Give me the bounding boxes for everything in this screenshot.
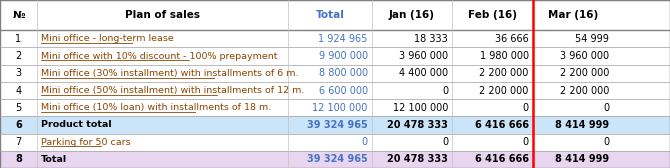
Text: Mini office - long-term lease: Mini office - long-term lease (41, 34, 174, 43)
Text: Jan (16): Jan (16) (389, 10, 435, 20)
Text: 39 324 965: 39 324 965 (307, 154, 368, 164)
Text: Plan of sales: Plan of sales (125, 10, 200, 20)
Text: №: № (12, 10, 25, 20)
Text: 6: 6 (15, 120, 22, 130)
Text: 0: 0 (523, 137, 529, 147)
Text: 8 800 000: 8 800 000 (319, 68, 368, 78)
Text: 18 333: 18 333 (415, 34, 448, 44)
Text: 2 200 000: 2 200 000 (559, 86, 609, 96)
Bar (0, 151, 670, 168)
Text: 1: 1 (15, 34, 21, 44)
Text: 0: 0 (442, 86, 448, 96)
Text: 12 100 000: 12 100 000 (393, 103, 448, 113)
Text: 5: 5 (15, 103, 21, 113)
Text: 2: 2 (15, 51, 21, 61)
Text: 20 478 333: 20 478 333 (387, 120, 448, 130)
Text: Mini office (50% installment) with installments of 12 m.: Mini office (50% installment) with insta… (41, 86, 304, 95)
Bar (0, 82, 670, 99)
Text: 2 200 000: 2 200 000 (559, 68, 609, 78)
Bar (0, 116, 670, 134)
Text: 7: 7 (15, 137, 21, 147)
Text: 6 600 000: 6 600 000 (319, 86, 368, 96)
Text: 9 900 000: 9 900 000 (319, 51, 368, 61)
Text: Feb (16): Feb (16) (468, 10, 517, 20)
Text: Product total: Product total (41, 120, 111, 130)
Bar (0, 134, 670, 151)
Text: 1 980 000: 1 980 000 (480, 51, 529, 61)
Bar (0, 48, 670, 65)
Text: 12 100 000: 12 100 000 (312, 103, 368, 113)
Text: 2 200 000: 2 200 000 (479, 86, 529, 96)
Text: 0: 0 (603, 103, 609, 113)
Bar (0, 65, 670, 82)
Bar (0, 99, 670, 116)
Text: 36 666: 36 666 (495, 34, 529, 44)
Bar (0, 0, 670, 30)
Text: 54 999: 54 999 (575, 34, 609, 44)
Text: 1 924 965: 1 924 965 (318, 34, 368, 44)
Text: 8: 8 (15, 154, 22, 164)
Text: Mini office (10% loan) with installments of 18 m.: Mini office (10% loan) with installments… (41, 103, 271, 112)
Text: 4: 4 (15, 86, 21, 96)
Text: Total: Total (316, 10, 344, 20)
Text: 8 414 999: 8 414 999 (555, 154, 609, 164)
Text: Mini office (30% installment) with installments of 6 m.: Mini office (30% installment) with insta… (41, 69, 298, 78)
Text: 0: 0 (362, 137, 368, 147)
Text: 3 960 000: 3 960 000 (399, 51, 448, 61)
Text: 4 400 000: 4 400 000 (399, 68, 448, 78)
Text: Mar (16): Mar (16) (548, 10, 598, 20)
Text: 0: 0 (523, 103, 529, 113)
Text: Total: Total (41, 155, 67, 164)
Text: 6 416 666: 6 416 666 (474, 120, 529, 130)
Text: 3 960 000: 3 960 000 (560, 51, 609, 61)
Text: 20 478 333: 20 478 333 (387, 154, 448, 164)
Text: Parking for 50 cars: Parking for 50 cars (41, 138, 131, 147)
Text: 0: 0 (603, 137, 609, 147)
Text: 3: 3 (15, 68, 21, 78)
Text: 0: 0 (442, 137, 448, 147)
Text: 39 324 965: 39 324 965 (307, 120, 368, 130)
Text: 2 200 000: 2 200 000 (479, 68, 529, 78)
Bar (0, 30, 670, 47)
Text: 6 416 666: 6 416 666 (474, 154, 529, 164)
Text: Mini office with 10% discount - 100% prepayment: Mini office with 10% discount - 100% pre… (41, 52, 277, 61)
Text: 8 414 999: 8 414 999 (555, 120, 609, 130)
